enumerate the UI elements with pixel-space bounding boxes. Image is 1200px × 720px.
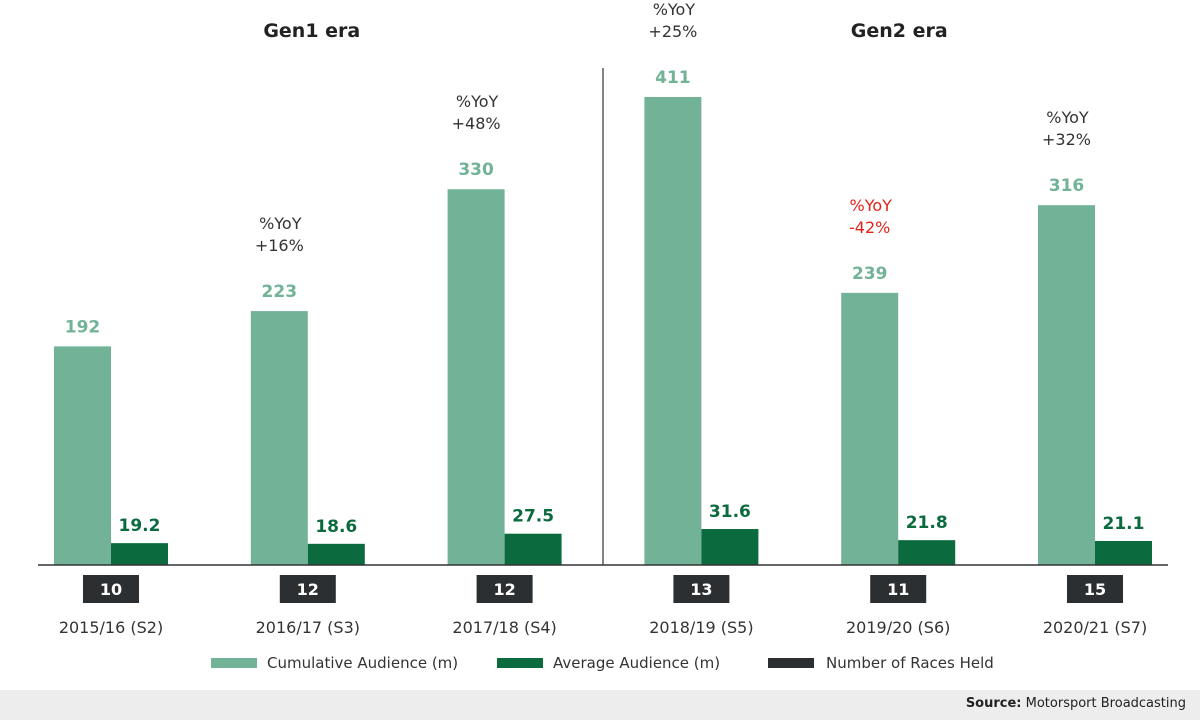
cumulative-bar-3 [447, 189, 505, 565]
cumulative-value-1: 192 [65, 317, 101, 337]
era-label-1: Gen1 era [263, 20, 360, 42]
legend-swatch-3 [768, 658, 814, 668]
average-bar-4 [701, 529, 759, 565]
races-value-6: 15 [1084, 580, 1106, 599]
yoy-label-2: %YoY [259, 214, 302, 233]
cumulative-bar-2 [250, 311, 308, 565]
average-bar-3 [504, 533, 562, 565]
cumulative-value-3: 330 [458, 160, 494, 180]
cumulative-value-6: 316 [1049, 176, 1085, 196]
average-value-6: 21.1 [1103, 514, 1145, 534]
source-label: Source: [965, 696, 1022, 711]
yoy-label-3: %YoY [456, 92, 499, 111]
era-label-2: Gen2 era [851, 20, 948, 42]
yoy-value-5: -42% [849, 218, 890, 237]
races-value-1: 10 [100, 580, 122, 599]
cumulative-bar-4 [644, 97, 702, 565]
season-label-6: 2020/21 (S7) [1043, 618, 1147, 637]
season-label-3: 2017/18 (S4) [452, 618, 556, 637]
average-value-2: 18.6 [315, 517, 357, 537]
yoy-value-4: +25% [648, 22, 697, 41]
season-label-5: 2019/20 (S6) [846, 618, 950, 637]
cumulative-bar-1 [54, 346, 111, 565]
yoy-label-5: %YoY [849, 196, 892, 215]
average-bar-2 [307, 543, 365, 565]
yoy-value-6: +32% [1042, 130, 1091, 149]
races-badge-3 [476, 575, 533, 603]
yoy-label-4: %YoY [653, 0, 696, 19]
footer-bar: Source: Motorsport Broadcasting [0, 690, 1200, 720]
chart-canvas: Gen1 era Gen2 era 192 19.2 10 2015/16 (S2) 223… [38, 0, 1168, 672]
season-label-1: 2015/16 (S2) [59, 618, 163, 637]
cumulative-bar-6 [1038, 205, 1095, 566]
races-value-3: 12 [493, 580, 515, 599]
races-badge-6 [1067, 575, 1123, 603]
races-value-5: 11 [887, 580, 909, 599]
races-value-4: 13 [690, 580, 712, 599]
cumulative-value-4: 411 [655, 68, 691, 88]
average-value-4: 31.6 [709, 502, 751, 522]
yoy-label-6: %YoY [1046, 108, 1089, 127]
cumulative-value-2: 223 [262, 282, 298, 302]
races-value-2: 12 [297, 580, 319, 599]
source-note: Source: Motorsport Broadcasting [966, 696, 1186, 711]
source-text: Motorsport Broadcasting [1025, 696, 1186, 711]
average-bar-1 [111, 543, 168, 565]
legend-swatch-2 [497, 658, 543, 668]
races-badge-4 [673, 575, 730, 603]
legend-label-3: Number of Races Held [826, 654, 994, 672]
average-value-3: 27.5 [512, 507, 554, 527]
legend-label-1: Cumulative Audience (m) [267, 654, 458, 672]
average-bar-6 [1095, 540, 1152, 565]
average-value-1: 19.2 [119, 516, 161, 536]
races-badge-1 [83, 575, 139, 603]
yoy-value-3: +48% [452, 114, 501, 133]
season-label-2: 2016/17 (S3) [256, 618, 360, 637]
races-badge-5 [870, 575, 927, 603]
average-bar-5 [898, 540, 956, 565]
legend-label-2: Average Audience (m) [553, 654, 720, 672]
races-badge-2 [279, 575, 336, 603]
cumulative-value-5: 239 [852, 264, 888, 284]
season-label-4: 2018/19 (S5) [649, 618, 753, 637]
audience-chart: Gen1 era Gen2 era 192 19.2 10 2015/16 (S2) 223… [38, 0, 1168, 672]
legend-swatch-1 [211, 658, 257, 668]
cumulative-bar-5 [841, 292, 899, 565]
average-value-5: 21.8 [906, 513, 948, 533]
yoy-value-2: +16% [255, 236, 304, 255]
